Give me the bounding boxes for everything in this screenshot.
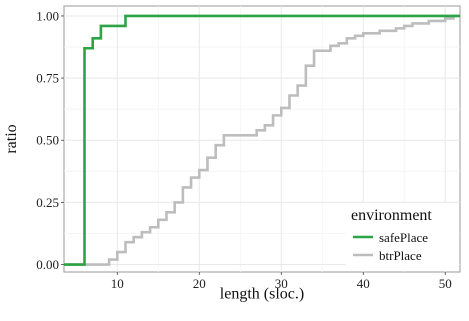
x-tick-label: 30	[275, 276, 288, 291]
y-tick-label: 1.00	[36, 8, 59, 23]
x-tick-label: 50	[439, 276, 452, 291]
y-tick-label: 0.00	[36, 257, 59, 272]
axes: 10 20 30 40 50 0.00 0.25 0.50 0.75 1.00	[36, 8, 451, 291]
y-tick-label: 0.50	[36, 133, 59, 148]
x-axis-title: length (sloc.)	[220, 285, 304, 302]
x-tick-label: 40	[357, 276, 370, 291]
y-tick-label: 0.75	[36, 71, 59, 86]
x-tick-label: 20	[193, 276, 206, 291]
y-tick-label: 0.25	[36, 195, 59, 210]
y-axis-title: ratio	[3, 124, 20, 153]
series-lines	[64, 14, 460, 266]
legend-title: environment	[351, 207, 432, 224]
legend-label-btrplace: btrPlace	[379, 248, 422, 263]
legend: environment safePlace btrPlace	[346, 203, 459, 271]
legend-label-safeplace: safePlace	[379, 230, 428, 245]
series-line-safeplace	[64, 14, 460, 266]
x-tick-label: 10	[111, 276, 124, 291]
series-line-btrplace	[64, 14, 460, 266]
